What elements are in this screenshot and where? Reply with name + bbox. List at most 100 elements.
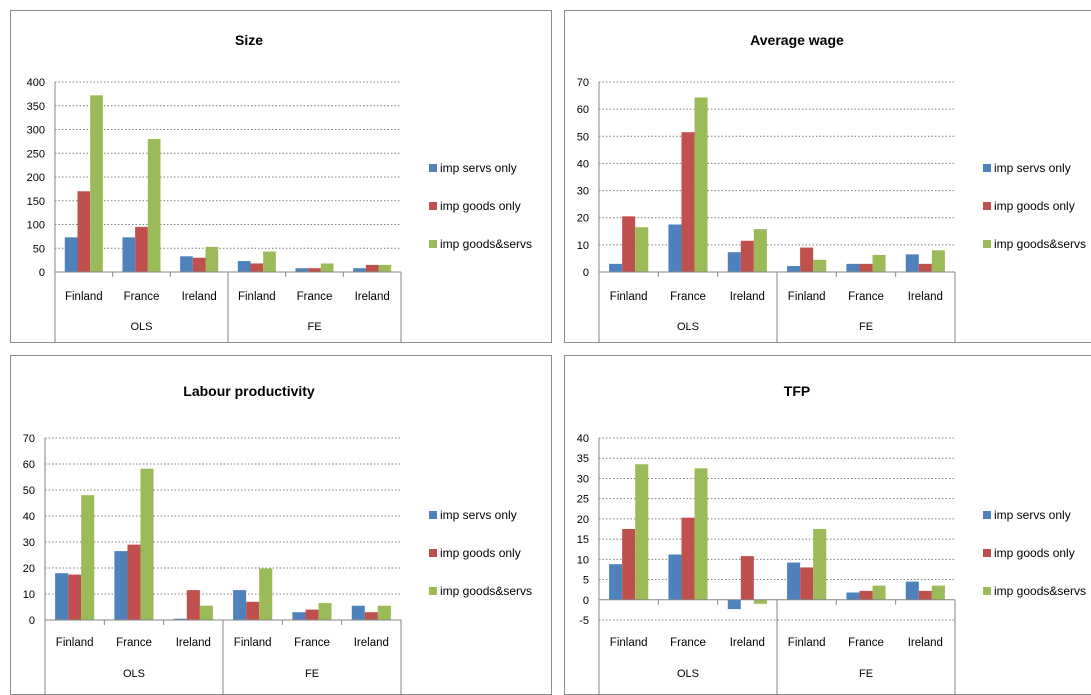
bar-imp-goods-only bbox=[740, 556, 754, 600]
legend-swatch bbox=[429, 240, 437, 248]
group-label: FE bbox=[859, 321, 873, 333]
category-label: France bbox=[848, 637, 884, 649]
y-tick-label: 15 bbox=[577, 534, 589, 546]
bar-imp-goods-servs bbox=[320, 263, 334, 272]
bar-imp-servs-only bbox=[787, 562, 801, 600]
y-tick-label: 30 bbox=[23, 537, 35, 549]
category-label: Finland bbox=[610, 291, 648, 303]
bar-imp-goods-servs bbox=[318, 603, 332, 620]
category-label: France bbox=[294, 637, 330, 649]
bar-imp-servs-only bbox=[609, 564, 623, 600]
legend-label: imp goods only bbox=[440, 546, 521, 560]
legend-swatch bbox=[983, 511, 991, 519]
group-label: FE bbox=[305, 668, 319, 680]
bar-imp-servs-only bbox=[846, 263, 860, 272]
y-tick-label: 300 bbox=[27, 125, 45, 137]
y-tick-label: -5 bbox=[579, 615, 589, 627]
y-tick-label: 60 bbox=[577, 104, 589, 116]
y-tick-label: 30 bbox=[577, 186, 589, 198]
y-tick-label: 40 bbox=[577, 158, 589, 170]
bar-imp-servs-only bbox=[180, 256, 193, 272]
y-tick-label: 10 bbox=[577, 554, 589, 566]
y-tick-label: 25 bbox=[577, 494, 589, 506]
bar-imp-servs-only bbox=[237, 261, 251, 272]
y-tick-label: 20 bbox=[577, 213, 589, 225]
bar-imp-goods-servs bbox=[872, 585, 886, 600]
legend-label: imp goods&servs bbox=[440, 584, 532, 598]
bar-imp-goods-only bbox=[859, 263, 873, 272]
chart-title: TFP bbox=[784, 383, 810, 399]
category-label: Finland bbox=[238, 291, 276, 303]
category-label: Ireland bbox=[908, 637, 943, 649]
bar-imp-servs-only bbox=[292, 612, 306, 620]
legend-swatch bbox=[983, 164, 991, 172]
bar-imp-servs-only bbox=[727, 252, 741, 272]
group-label: FE bbox=[307, 321, 321, 333]
bar-imp-goods-only bbox=[800, 247, 814, 272]
category-label: Finland bbox=[788, 291, 826, 303]
category-label: Ireland bbox=[355, 291, 390, 303]
y-tick-label: 50 bbox=[23, 485, 35, 497]
legend-swatch bbox=[429, 164, 437, 172]
bar-imp-servs-only bbox=[353, 268, 366, 272]
legend-label: imp servs only bbox=[994, 508, 1071, 522]
group-label: OLS bbox=[677, 668, 699, 680]
category-label: Ireland bbox=[354, 637, 389, 649]
group-label: OLS bbox=[130, 321, 152, 333]
bar-imp-goods-only bbox=[246, 601, 260, 620]
category-label: Finland bbox=[788, 637, 826, 649]
bar-imp-servs-only bbox=[905, 254, 919, 272]
legend-label: imp goods only bbox=[994, 199, 1075, 213]
bar-imp-servs-only bbox=[55, 573, 69, 620]
bar-imp-servs-only bbox=[114, 551, 128, 620]
legend-swatch bbox=[429, 202, 437, 210]
y-tick-label: 0 bbox=[583, 595, 589, 607]
bar-imp-goods-servs bbox=[90, 95, 103, 272]
category-label: Finland bbox=[610, 637, 648, 649]
bar-imp-goods-only bbox=[250, 263, 264, 272]
bar-imp-goods-only bbox=[68, 574, 82, 620]
y-tick-label: 50 bbox=[33, 243, 45, 255]
bar-imp-goods-only bbox=[740, 240, 754, 272]
y-tick-label: 0 bbox=[29, 615, 35, 627]
category-label: France bbox=[670, 291, 706, 303]
y-tick-label: 70 bbox=[23, 433, 35, 445]
bar-imp-goods-only bbox=[622, 216, 636, 272]
category-label: Ireland bbox=[730, 637, 765, 649]
bar-imp-servs-only bbox=[122, 237, 136, 272]
legend-swatch bbox=[983, 587, 991, 595]
y-tick-label: 30 bbox=[577, 473, 589, 485]
bar-imp-servs-only bbox=[351, 605, 365, 620]
category-label: Ireland bbox=[730, 291, 765, 303]
legend-label: imp goods only bbox=[994, 546, 1075, 560]
bar-imp-servs-only bbox=[668, 554, 682, 600]
group-label: OLS bbox=[123, 668, 145, 680]
legend-label: imp servs only bbox=[440, 508, 517, 522]
bar-imp-goods-servs bbox=[378, 264, 392, 272]
category-label: Finland bbox=[65, 291, 103, 303]
category-label: France bbox=[848, 291, 884, 303]
legend-label: imp goods&servs bbox=[994, 584, 1086, 598]
group-label: FE bbox=[859, 668, 873, 680]
bar-imp-goods-only bbox=[681, 132, 695, 272]
y-tick-label: 50 bbox=[577, 131, 589, 143]
chart-title: Labour productivity bbox=[183, 383, 315, 399]
bar-imp-goods-only bbox=[622, 529, 636, 600]
legend-swatch bbox=[429, 587, 437, 595]
bar-imp-servs-only bbox=[846, 592, 860, 600]
chart-panel-labour-productivity: Labour productivity 0 10 20 30 40 50 60 70 Finlan… bbox=[10, 355, 552, 695]
y-tick-label: 70 bbox=[577, 77, 589, 89]
y-tick-label: 100 bbox=[27, 220, 45, 232]
bar-imp-goods-only bbox=[186, 590, 200, 620]
y-tick-label: 400 bbox=[27, 77, 45, 89]
bar-imp-goods-servs bbox=[635, 227, 649, 272]
bar-imp-goods-servs bbox=[694, 468, 708, 600]
chart-panel-average-wage: Average wage 0 10 20 30 40 50 60 70 Finland France… bbox=[564, 10, 1091, 343]
bar-imp-servs-only bbox=[787, 266, 801, 272]
legend-label: imp goods&servs bbox=[994, 237, 1086, 251]
y-tick-label: 40 bbox=[23, 511, 35, 523]
bar-imp-goods-servs bbox=[140, 468, 154, 620]
bar-imp-goods-only bbox=[135, 226, 148, 272]
bar-imp-goods-only bbox=[681, 517, 695, 600]
category-label: Finland bbox=[234, 637, 272, 649]
